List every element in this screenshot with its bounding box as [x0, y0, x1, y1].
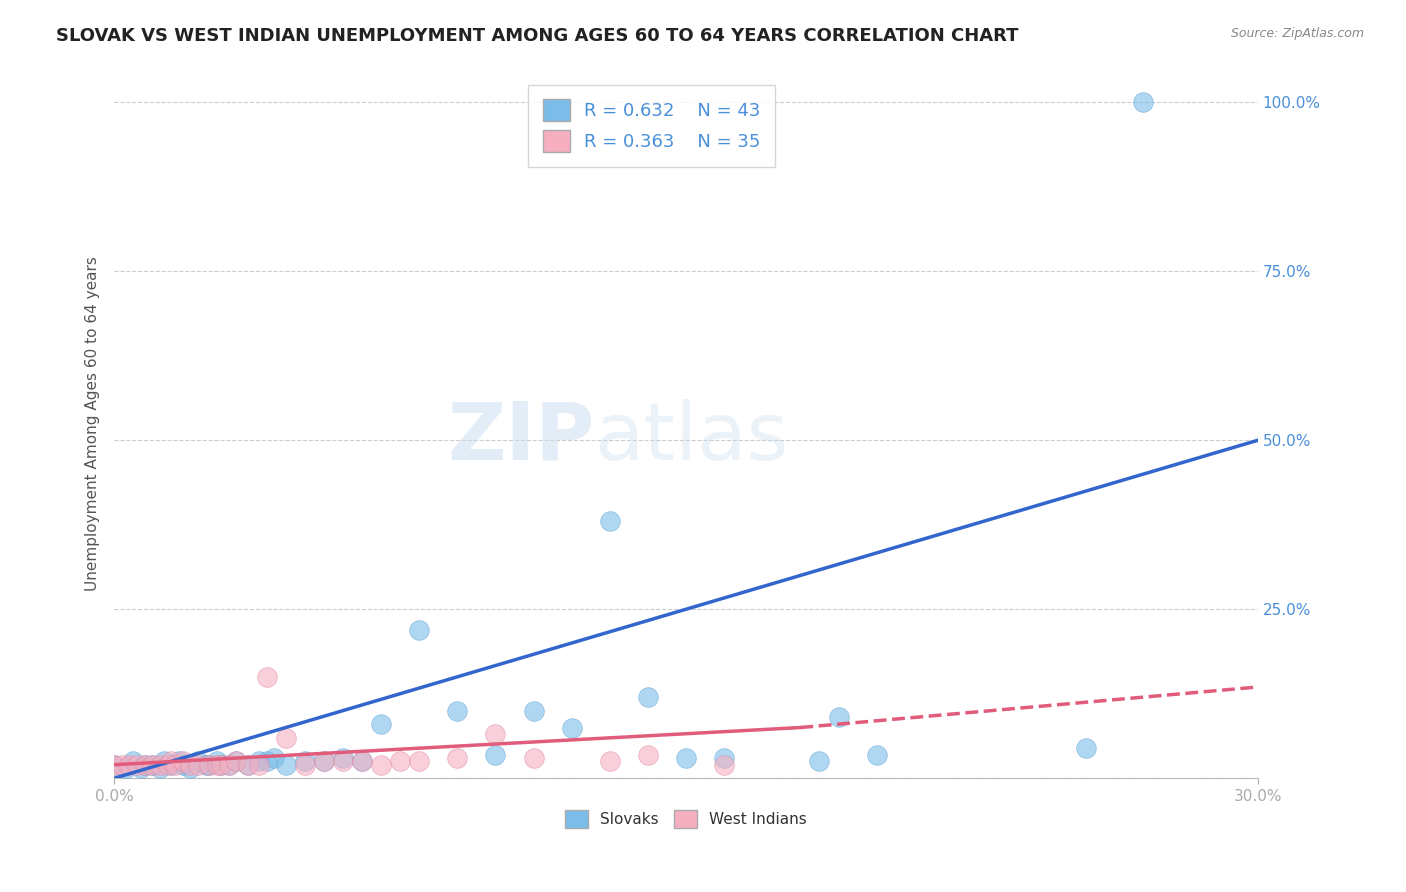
Point — [194, 757, 217, 772]
Point — [522, 751, 544, 765]
Point — [370, 717, 392, 731]
Point — [599, 515, 621, 529]
Point — [446, 751, 468, 765]
Y-axis label: Unemployment Among Ages 60 to 64 years: Unemployment Among Ages 60 to 64 years — [86, 256, 100, 591]
Point — [225, 755, 247, 769]
Text: atlas: atlas — [595, 399, 789, 476]
Point — [209, 757, 232, 772]
Point — [236, 757, 259, 772]
Point — [141, 757, 163, 772]
Point — [484, 747, 506, 762]
Point — [408, 755, 430, 769]
Legend: Slovaks, West Indians: Slovaks, West Indians — [560, 804, 813, 834]
Point — [808, 755, 831, 769]
Point — [160, 755, 183, 769]
Point — [312, 755, 335, 769]
Point — [865, 747, 887, 762]
Point — [637, 690, 659, 705]
Point — [152, 755, 174, 769]
Point — [134, 757, 156, 772]
Point — [111, 757, 134, 772]
Point — [1132, 95, 1154, 110]
Point — [389, 755, 412, 769]
Point — [350, 755, 373, 769]
Point — [198, 757, 221, 772]
Point — [599, 755, 621, 769]
Point — [165, 757, 187, 772]
Point — [408, 623, 430, 637]
Point — [129, 761, 152, 775]
Point — [218, 757, 240, 772]
Point — [103, 757, 125, 772]
Point — [179, 757, 201, 772]
Point — [332, 755, 354, 769]
Point — [134, 757, 156, 772]
Point — [274, 731, 297, 745]
Text: SLOVAK VS WEST INDIAN UNEMPLOYMENT AMONG AGES 60 TO 64 YEARS CORRELATION CHART: SLOVAK VS WEST INDIAN UNEMPLOYMENT AMONG… — [56, 27, 1019, 45]
Point — [294, 755, 316, 769]
Point — [675, 751, 697, 765]
Point — [236, 757, 259, 772]
Point — [149, 761, 172, 775]
Point — [114, 761, 136, 775]
Point — [350, 755, 373, 769]
Point — [274, 757, 297, 772]
Point — [522, 704, 544, 718]
Point — [312, 755, 335, 769]
Point — [187, 757, 209, 772]
Point — [294, 757, 316, 772]
Point — [446, 704, 468, 718]
Point — [637, 747, 659, 762]
Point — [198, 757, 221, 772]
Point — [263, 751, 285, 765]
Point — [118, 757, 141, 772]
Point — [484, 727, 506, 741]
Point — [713, 751, 735, 765]
Point — [172, 755, 194, 769]
Point — [370, 757, 392, 772]
Point — [256, 670, 278, 684]
Point — [125, 757, 148, 772]
Point — [160, 757, 183, 772]
Point — [561, 721, 583, 735]
Point — [1076, 740, 1098, 755]
Point — [205, 755, 228, 769]
Point — [218, 757, 240, 772]
Text: ZIP: ZIP — [447, 399, 595, 476]
Point — [332, 751, 354, 765]
Point — [247, 755, 270, 769]
Point — [156, 757, 179, 772]
Point — [103, 757, 125, 772]
Point — [713, 757, 735, 772]
Point — [205, 757, 228, 772]
Point — [141, 757, 163, 772]
Point — [172, 757, 194, 772]
Point — [209, 757, 232, 772]
Point — [122, 755, 145, 769]
Point — [149, 757, 172, 772]
Point — [187, 755, 209, 769]
Point — [827, 710, 849, 724]
Point — [225, 755, 247, 769]
Point — [179, 761, 201, 775]
Point — [167, 755, 190, 769]
Point — [256, 755, 278, 769]
Text: Source: ZipAtlas.com: Source: ZipAtlas.com — [1230, 27, 1364, 40]
Point — [247, 757, 270, 772]
